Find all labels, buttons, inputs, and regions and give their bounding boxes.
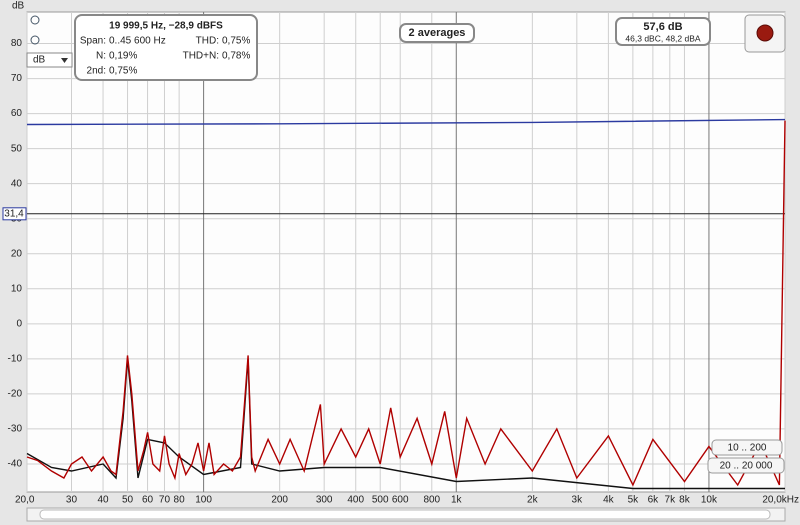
- averages-box: [399, 23, 475, 43]
- x-tick-label: 400: [347, 495, 364, 506]
- y-tick-label: -40: [8, 459, 23, 470]
- y-tick-label: 70: [11, 73, 23, 84]
- x-tick-label: 40: [97, 495, 109, 506]
- x-tick-label: 50: [122, 495, 134, 506]
- x-tick-label: 20,0: [15, 495, 35, 506]
- unit-select-label: dB: [33, 55, 46, 66]
- x-tick-label: 30: [66, 495, 78, 506]
- scroll-thumb[interactable]: [39, 509, 771, 520]
- y-tick-label: 40: [11, 178, 23, 189]
- averages: 2 averages: [409, 27, 466, 39]
- stat-label: N:: [96, 51, 106, 62]
- zoom-out[interactable]: [30, 35, 40, 45]
- traces: [26, 118, 786, 490]
- x-tick-label: 8k: [679, 495, 691, 506]
- y-tick-label: -10: [8, 354, 23, 365]
- x-tick-label: 80: [174, 495, 186, 506]
- stat-label: THD+N:: [183, 51, 219, 62]
- y-tick-label: 80: [11, 38, 23, 49]
- x-tick-label: 200: [271, 495, 288, 506]
- y-tick-label: -30: [8, 424, 23, 435]
- stats: Span: 0..45 600 HzN: 0,19%2nd: 0,75%THD: 0,7…: [80, 36, 251, 77]
- x-tick-label: 3k: [572, 495, 584, 506]
- x-tick-label: 500: [372, 495, 389, 506]
- dropdown-arrow: [61, 58, 68, 63]
- x-tick-label: 1k: [451, 495, 463, 506]
- zoom-in[interactable]: [30, 15, 40, 25]
- range-button-label: 20 .. 20 000: [720, 461, 773, 472]
- x-tick-label: 2k: [527, 495, 539, 506]
- x-tick-label: 6k: [648, 495, 660, 506]
- cursor-label-box: [2, 207, 27, 221]
- x-tick-label: 70: [159, 495, 171, 506]
- grid: [26, 12, 786, 492]
- level-box: [615, 17, 711, 46]
- x-tick-label: 7k: [665, 495, 677, 506]
- stat-label: 2nd:: [87, 66, 106, 77]
- range-button[interactable]: [707, 457, 785, 474]
- x-tick-label: 20,0kHz: [762, 495, 799, 506]
- stat-value: 0,19%: [109, 51, 137, 62]
- x-tick-label: 600: [392, 495, 409, 506]
- x-tick-label: 800: [423, 495, 440, 506]
- cursor-readout: 19 999,5 Hz, −28,9 dBFS: [109, 21, 223, 32]
- y-tick-label: 20: [11, 248, 23, 259]
- x-tick-label: 100: [195, 495, 212, 506]
- trace: [26, 118, 786, 126]
- range-button[interactable]: [711, 439, 783, 456]
- x-tick-label: 4k: [603, 495, 615, 506]
- y-tick-label: 60: [11, 108, 23, 119]
- range-button-label: 10 .. 200: [728, 443, 767, 454]
- stat-value: 0,78%: [222, 51, 250, 62]
- x-tick-label: 60: [142, 495, 154, 506]
- unit-select[interactable]: [26, 52, 73, 68]
- x-tick-label: 10k: [701, 495, 718, 506]
- stat-label: THD:: [196, 36, 219, 47]
- stat-value: 0..45 600 Hz: [109, 36, 166, 47]
- x-tick-label: 300: [316, 495, 333, 506]
- trace: [26, 120, 786, 487]
- y-tick-label: 0: [16, 318, 22, 329]
- y-axis-label: dB: [12, 1, 25, 12]
- record-icon: [756, 24, 774, 42]
- y-tick-label: -20: [8, 389, 23, 400]
- stat-label: Span:: [80, 36, 106, 47]
- cursor-label: 31,4: [4, 208, 24, 219]
- stat-value: 0,75%: [222, 36, 250, 47]
- x-tick-label: 5k: [628, 495, 640, 506]
- y-tick-label: 50: [11, 143, 23, 154]
- level: 57,6 dB: [643, 21, 682, 33]
- stat-value: 0,75%: [109, 66, 137, 77]
- level-weighted: 46,3 dBC, 48,2 dBA: [625, 33, 700, 43]
- y-tick-label: 10: [11, 283, 23, 294]
- plot-area: [26, 11, 786, 493]
- readout-box: [74, 14, 258, 81]
